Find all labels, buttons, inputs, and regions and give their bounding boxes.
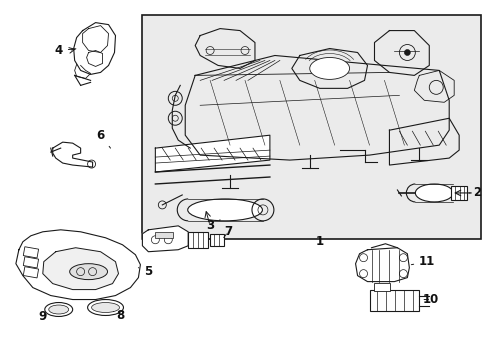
Polygon shape	[16, 230, 140, 300]
Polygon shape	[42, 248, 118, 289]
Ellipse shape	[414, 184, 452, 202]
Bar	[188, 232, 208, 248]
Text: 8: 8	[113, 309, 124, 322]
Bar	[450, 186, 466, 200]
Text: 2: 2	[468, 186, 480, 199]
Text: 1: 1	[315, 235, 323, 248]
Polygon shape	[155, 135, 269, 172]
Ellipse shape	[91, 302, 119, 312]
Ellipse shape	[187, 199, 262, 221]
Text: 11: 11	[410, 255, 434, 268]
Polygon shape	[142, 226, 188, 252]
Bar	[23, 267, 39, 278]
Bar	[142, 15, 480, 239]
Text: 4: 4	[55, 44, 76, 57]
Ellipse shape	[45, 302, 73, 316]
Ellipse shape	[87, 300, 123, 315]
Bar	[23, 247, 39, 258]
Text: 5: 5	[138, 265, 152, 278]
Bar	[210, 234, 224, 246]
Polygon shape	[355, 248, 408, 282]
Bar	[155, 232, 173, 238]
Text: 10: 10	[422, 293, 439, 306]
Polygon shape	[74, 23, 115, 75]
Polygon shape	[53, 142, 92, 167]
Bar	[374, 283, 389, 291]
Ellipse shape	[309, 58, 349, 80]
Text: 3: 3	[205, 219, 220, 232]
Text: 7: 7	[224, 225, 232, 238]
Bar	[369, 289, 419, 311]
Circle shape	[404, 50, 409, 55]
Ellipse shape	[49, 305, 68, 314]
Text: 6: 6	[96, 129, 110, 148]
Bar	[23, 257, 39, 268]
Ellipse shape	[69, 264, 107, 280]
Text: 9: 9	[39, 310, 47, 323]
